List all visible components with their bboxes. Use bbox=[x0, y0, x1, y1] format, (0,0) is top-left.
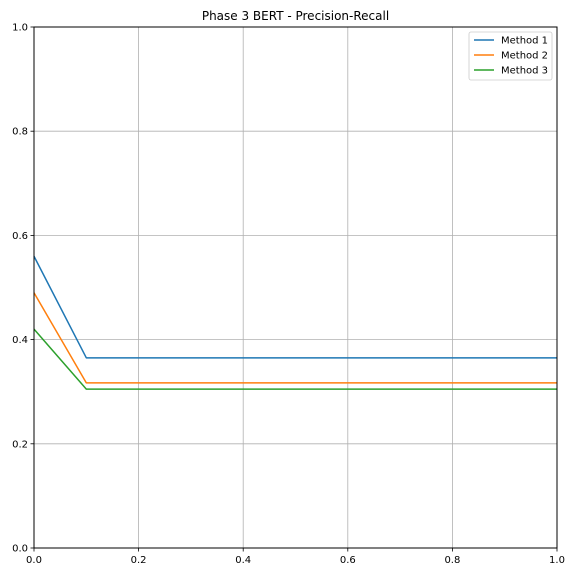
y-tick-label: 0.8 bbox=[12, 127, 28, 138]
x-tick-label: 1.0 bbox=[549, 555, 565, 566]
x-tick-label: 0.6 bbox=[340, 555, 356, 566]
y-tick-label: 0.6 bbox=[12, 231, 28, 242]
legend-label: Method 3 bbox=[501, 66, 548, 77]
legend: Method 1 Method 2 Method 3 bbox=[468, 31, 553, 81]
legend-label: Method 2 bbox=[501, 51, 548, 62]
y-tick-label: 0.4 bbox=[12, 335, 28, 346]
legend-label: Method 1 bbox=[501, 36, 548, 47]
legend-box bbox=[468, 31, 553, 81]
x-tick-label: 0.8 bbox=[444, 555, 460, 566]
y-tick-label: 0.0 bbox=[12, 544, 28, 555]
x-tick-label: 0.0 bbox=[26, 555, 42, 566]
x-tick-label: 0.2 bbox=[131, 555, 147, 566]
plot-frame bbox=[33, 26, 558, 549]
chart-title: Phase 3 BERT - Precision-Recall bbox=[202, 9, 389, 23]
series-line-method-2 bbox=[33, 292, 557, 384]
series-layer bbox=[33, 255, 557, 390]
y-tick-label: 0.2 bbox=[12, 439, 28, 450]
y-tick-label: 1.0 bbox=[12, 23, 28, 34]
x-tick-label: 0.4 bbox=[235, 555, 251, 566]
series-line-method-1 bbox=[33, 255, 557, 359]
series-line-method-3 bbox=[33, 328, 557, 390]
tick-layer: 0.0 0.2 0.4 0.6 0.8 1.0 0.0 0.2 0.4 0.6 0.8 1.0 bbox=[12, 23, 565, 567]
